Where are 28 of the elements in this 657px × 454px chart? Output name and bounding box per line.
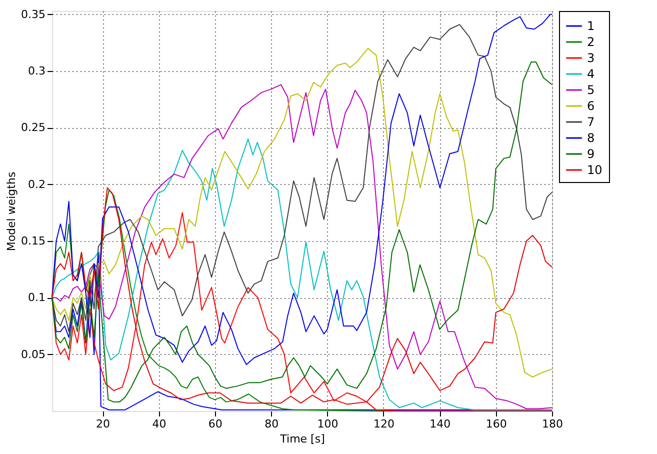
legend-label: 1 bbox=[587, 19, 595, 33]
x-tick-label: 80 bbox=[264, 418, 279, 430]
x-tick-label: 20 bbox=[96, 418, 110, 430]
y-tick-label: 0.35 bbox=[21, 8, 46, 21]
x-tick-label: 40 bbox=[152, 418, 166, 430]
y-tick-label: 0.2 bbox=[28, 178, 46, 191]
legend-label: 6 bbox=[587, 99, 595, 113]
y-tick-label: 0.25 bbox=[21, 121, 46, 134]
legend-label: 9 bbox=[587, 147, 595, 161]
x-tick-label: 100 bbox=[317, 418, 338, 430]
legend-label: 5 bbox=[587, 83, 595, 97]
x-tick-label: 140 bbox=[430, 418, 451, 430]
legend-label: 4 bbox=[587, 67, 595, 81]
y-axis-title: Model weigths bbox=[5, 172, 18, 252]
y-tick-label: 0.15 bbox=[21, 234, 46, 248]
legend-label: 8 bbox=[587, 131, 595, 145]
x-tick-label: 180 bbox=[542, 418, 563, 430]
legend-label: 10 bbox=[587, 163, 602, 177]
legend-label: 7 bbox=[587, 115, 595, 129]
legend-label: 2 bbox=[587, 35, 595, 49]
legend-label: 3 bbox=[587, 51, 595, 65]
x-tick-label: 120 bbox=[373, 418, 394, 430]
x-axis-title: Time [s] bbox=[279, 432, 325, 446]
x-tick-label: 60 bbox=[208, 418, 222, 430]
x-tick-label: 160 bbox=[486, 418, 507, 430]
y-tick-label: 0.05 bbox=[21, 348, 46, 361]
y-tick-label: 0.3 bbox=[28, 64, 46, 78]
y-tick-label: 0.1 bbox=[28, 291, 46, 304]
